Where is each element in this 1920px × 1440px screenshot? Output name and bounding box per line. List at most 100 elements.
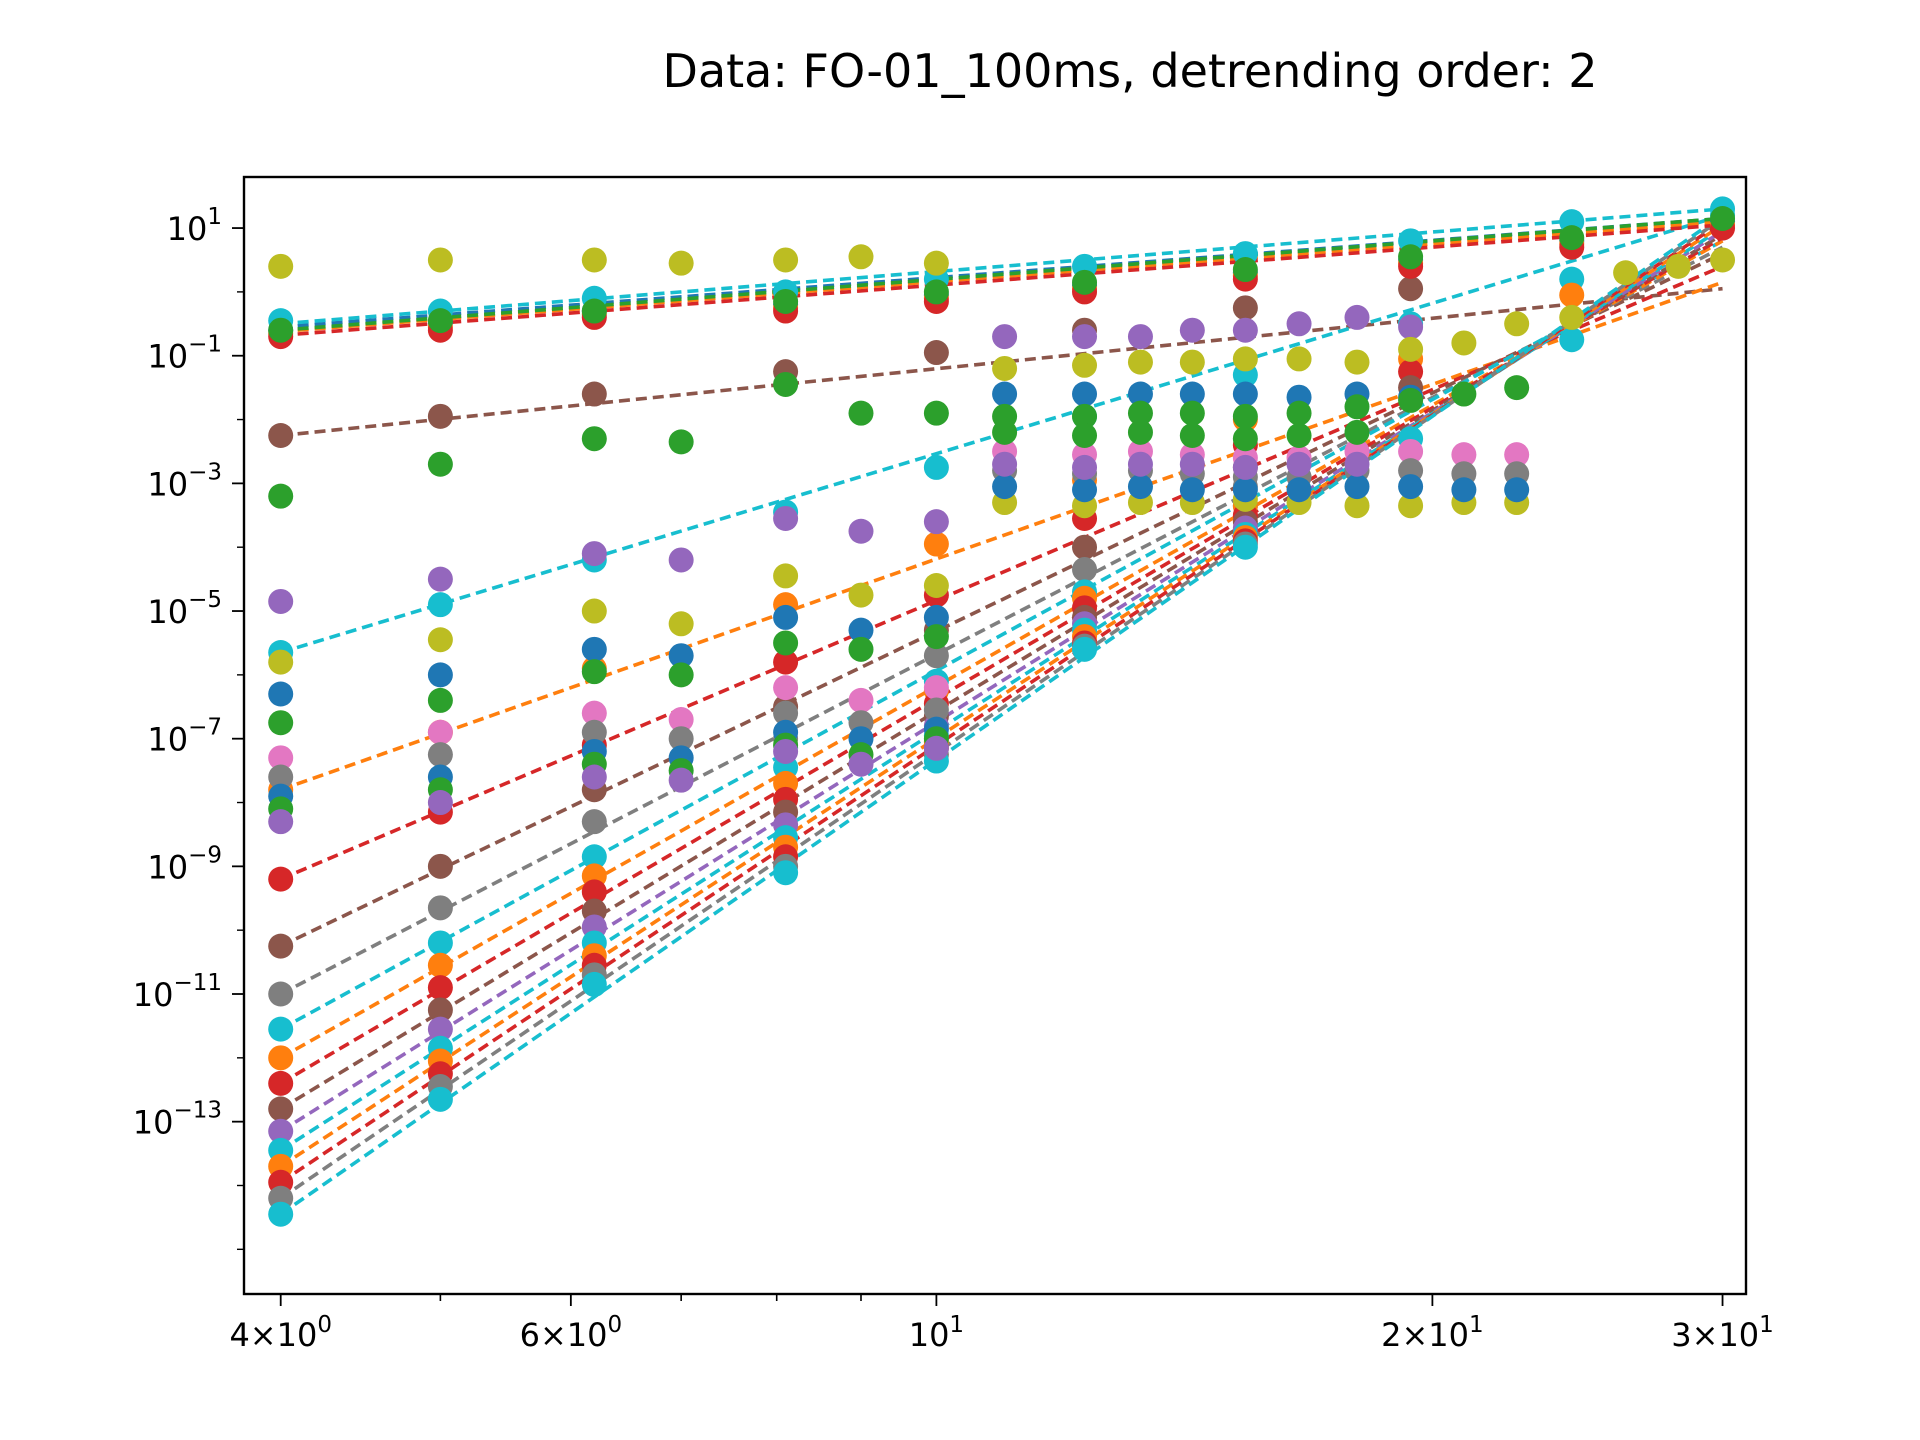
data-point (427, 1016, 453, 1042)
data-point (427, 662, 453, 688)
data-point (1504, 375, 1530, 401)
data-point (427, 308, 453, 334)
data-point (268, 710, 294, 736)
data-point (1344, 349, 1370, 375)
data-point (268, 1201, 294, 1227)
data-point (923, 643, 949, 669)
data-point (848, 687, 874, 713)
data-point (773, 563, 799, 589)
y-tick-label: 10−9 (147, 842, 222, 886)
data-point (268, 1070, 294, 1096)
data-point (1179, 317, 1205, 343)
data-point (268, 253, 294, 279)
data-point (427, 592, 453, 618)
data-point (848, 636, 874, 662)
chart-title: Data: FO-01_100ms, detrending order: 2 (662, 44, 1598, 98)
data-point (1398, 493, 1424, 519)
data-point (427, 719, 453, 745)
data-point (581, 541, 607, 567)
data-point (1398, 276, 1424, 302)
data-point (773, 700, 799, 726)
data-point (1559, 225, 1585, 251)
data-point (268, 1096, 294, 1122)
data-point (1072, 557, 1098, 583)
data-point (1286, 311, 1312, 337)
data-point (1451, 477, 1477, 503)
fit-line (279, 213, 1724, 1216)
y-tick-label: 10−11 (133, 970, 222, 1014)
data-point (1286, 451, 1312, 477)
data-point (848, 617, 874, 643)
data-point (268, 764, 294, 790)
data-point (427, 403, 453, 429)
data-point (1398, 438, 1424, 464)
data-point (923, 697, 949, 723)
data-point (427, 451, 453, 477)
data-point (992, 381, 1018, 407)
data-point (427, 742, 453, 768)
y-tick-label: 10−13 (133, 1098, 222, 1142)
data-point (923, 400, 949, 426)
data-point (992, 355, 1018, 381)
data-point (1398, 387, 1424, 413)
data-point (427, 1086, 453, 1112)
data-point (1398, 474, 1424, 500)
data-point (773, 247, 799, 273)
data-point (1072, 636, 1098, 662)
data-point (992, 451, 1018, 477)
data-point (923, 604, 949, 630)
data-point (1127, 381, 1153, 407)
plot-frame (242, 175, 1748, 1296)
data-point (581, 598, 607, 624)
fit-line (279, 239, 1724, 1031)
data-point (1398, 336, 1424, 362)
data-point (1072, 403, 1098, 429)
data-point (923, 454, 949, 480)
data-point (668, 429, 694, 455)
data-point (848, 400, 874, 426)
data-point (268, 681, 294, 707)
data-point (268, 1016, 294, 1042)
data-point (427, 687, 453, 713)
data-point (1072, 534, 1098, 560)
data-point (1127, 400, 1153, 426)
data-point (427, 853, 453, 879)
data-point (1344, 474, 1370, 500)
data-point (848, 518, 874, 544)
data-point (427, 790, 453, 816)
y-tick-label: 10−7 (147, 715, 222, 759)
data-point (1286, 346, 1312, 372)
data-point (268, 745, 294, 771)
data-point (992, 419, 1018, 445)
data-point (1504, 311, 1530, 337)
x-axis: 4×100 6×100 101 2×101 3×101 (229, 1294, 1774, 1354)
x-tick-label: 3×101 (1671, 1312, 1774, 1354)
fit-line (280, 207, 1723, 326)
y-tick-label: 10−5 (147, 587, 222, 631)
data-point (923, 509, 949, 535)
data-point (427, 895, 453, 921)
data-point (1179, 477, 1205, 503)
data-point (268, 933, 294, 959)
data-point (581, 381, 607, 407)
data-point (668, 767, 694, 793)
data-point (427, 247, 453, 273)
data-point (1179, 423, 1205, 449)
data-point (1127, 451, 1153, 477)
data-point (1344, 493, 1370, 519)
data-point (773, 860, 799, 886)
data-point (923, 340, 949, 366)
data-point (581, 426, 607, 452)
data-point (923, 250, 949, 276)
data-point (1179, 381, 1205, 407)
data-point (427, 566, 453, 592)
data-point (1232, 346, 1258, 372)
data-point (581, 659, 607, 685)
data-point (668, 726, 694, 752)
data-point (1559, 327, 1585, 353)
data-point (923, 624, 949, 650)
fit-line (280, 264, 1724, 881)
data-point (848, 751, 874, 777)
data-point (668, 611, 694, 637)
